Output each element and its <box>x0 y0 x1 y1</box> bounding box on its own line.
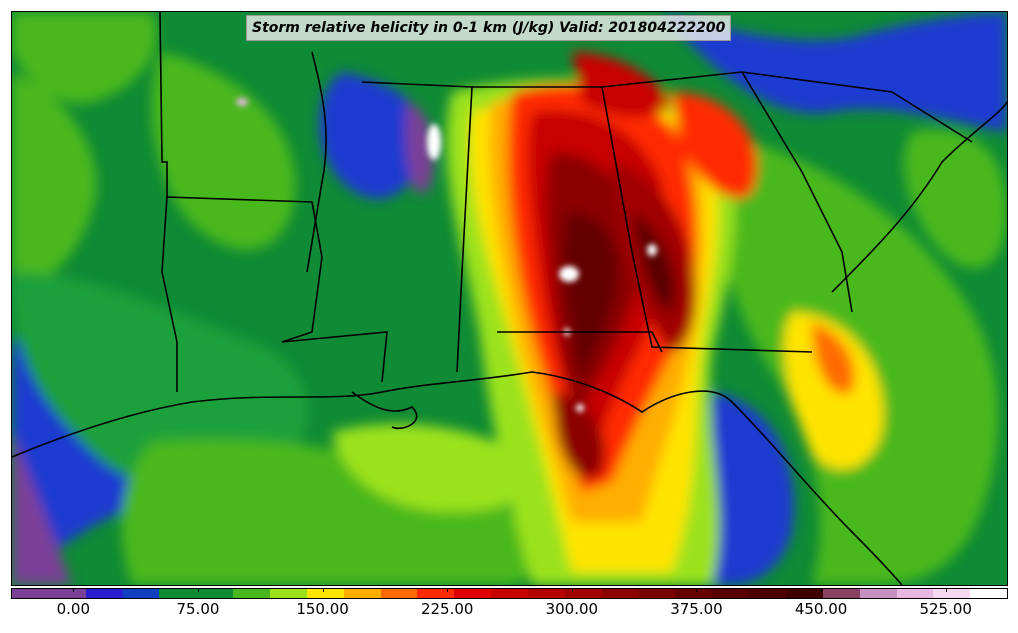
colorbar-tick-label: 0.00 <box>56 600 91 618</box>
colorbar-cell <box>306 589 344 598</box>
colorbar-tick-mark <box>447 588 449 592</box>
colorbar-tick-mark <box>571 588 573 592</box>
colorbar-cell <box>233 589 271 598</box>
colorbar-tick-label: 525.00 <box>919 600 972 618</box>
colorbar-cell <box>712 589 750 598</box>
colorbar-cell <box>491 589 529 598</box>
colorbar-cell <box>380 589 418 598</box>
helicity-maxima <box>236 98 657 412</box>
colorbar-tick-mark <box>696 588 698 592</box>
texas-louisiana-border <box>161 196 178 392</box>
alabama-georgia-borders <box>472 86 813 353</box>
colorbar-cell <box>896 589 934 598</box>
colorbar-cell <box>528 589 565 598</box>
colorbar-tick-label: 375.00 <box>670 600 723 618</box>
colorbar-tick-label: 150.00 <box>296 600 349 618</box>
colorbar-tick-label: 450.00 <box>794 600 848 618</box>
mississippi-borders <box>361 81 473 373</box>
colorbar-cell <box>454 589 492 598</box>
colorbar-cell <box>675 589 713 598</box>
colorbar-cell <box>786 589 823 598</box>
colorbar-tick-label: 300.00 <box>545 600 599 618</box>
map-canvas <box>12 12 1007 585</box>
map-title: Storm relative helicity in 0-1 km (J/kg)… <box>246 15 732 41</box>
colorbar-cell <box>122 589 160 598</box>
colorbar-cell <box>343 589 381 598</box>
colorbar-cell <box>601 589 639 598</box>
colorbar <box>11 588 1008 599</box>
colorbar-cell <box>159 589 197 598</box>
atlantic-coastline <box>831 101 1007 293</box>
colorbar-cell <box>417 589 455 598</box>
colorbar-ticks: 0.00 75.00 150.00 225.00 300.00 375.00 450.00 5… <box>11 588 1008 626</box>
colorbar-tick-mark <box>73 588 75 592</box>
colorbar-tick-mark <box>821 588 823 592</box>
river-boundary <box>306 51 327 273</box>
colorbar-cell <box>48 589 86 598</box>
florida-border <box>497 331 663 353</box>
colorbar-cell <box>85 589 123 598</box>
boundaries <box>12 12 1007 585</box>
tennessee-carolina-border <box>601 71 973 143</box>
colorbar-cell <box>196 589 234 598</box>
colorbar-cell <box>638 589 676 598</box>
helicity-map <box>11 11 1008 586</box>
louisiana-delta <box>351 391 418 429</box>
texas-oklahoma-border <box>159 12 388 383</box>
colorbar-tick-mark <box>322 588 324 592</box>
colorbar-cell <box>859 589 897 598</box>
colorbar-cell <box>270 589 307 598</box>
colorbar-tick-mark <box>945 588 947 592</box>
georgia-carolina-border <box>741 71 853 313</box>
colorbar-cell <box>970 589 1008 598</box>
colorbar-cell <box>822 589 860 598</box>
colorbar-cell <box>564 589 602 598</box>
colorbar-cell <box>12 589 49 598</box>
colorbar-tick-mark <box>197 588 199 592</box>
colorbar-cell <box>749 589 787 598</box>
gulf-coastline <box>12 371 903 585</box>
colorbar-tick-label: 225.00 <box>420 600 474 618</box>
colorbar-tick-label: 75.00 <box>176 600 220 618</box>
colorbar-cell <box>933 589 971 598</box>
